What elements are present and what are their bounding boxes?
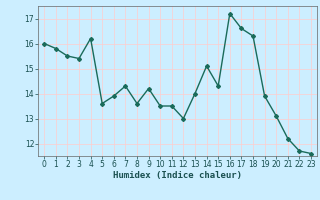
X-axis label: Humidex (Indice chaleur): Humidex (Indice chaleur): [113, 171, 242, 180]
